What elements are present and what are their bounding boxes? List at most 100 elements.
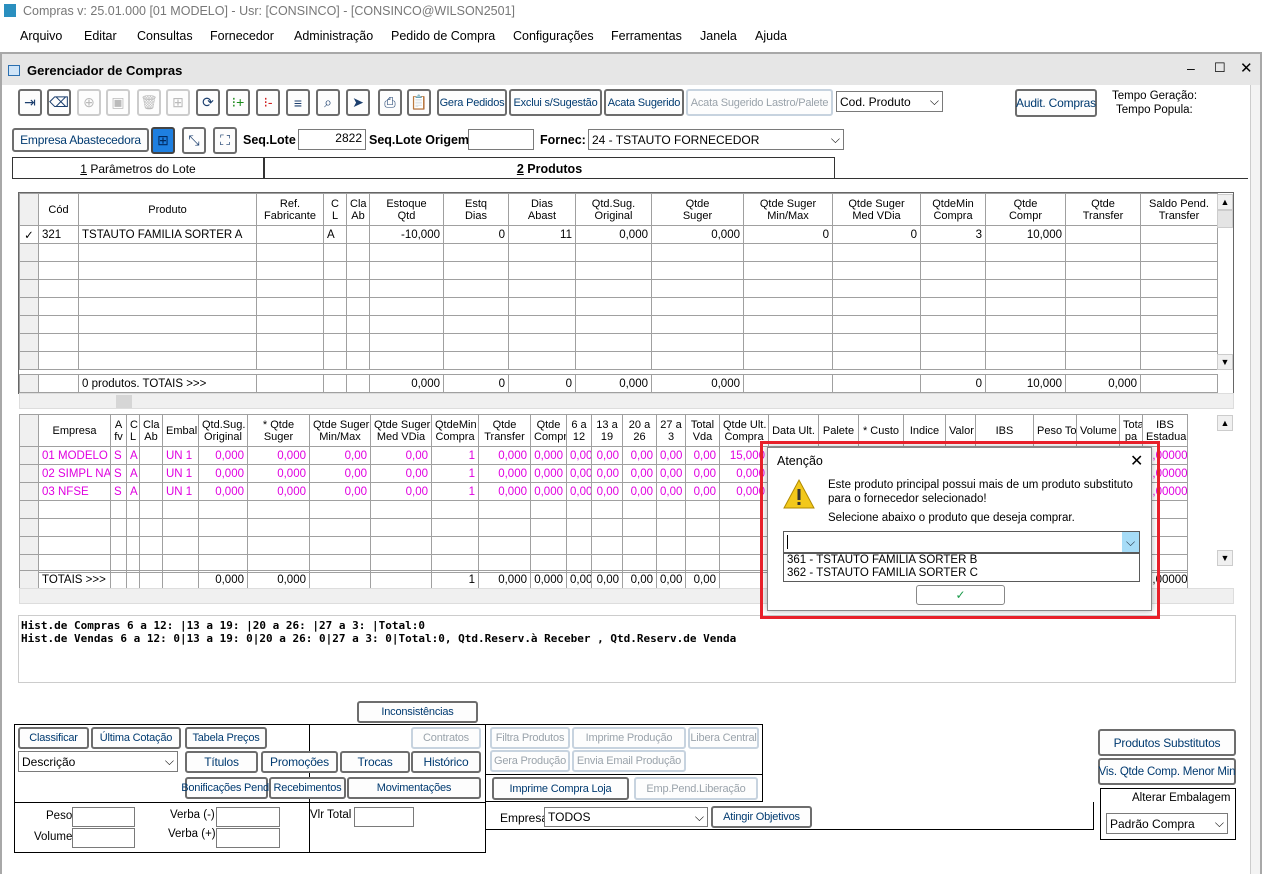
column-header[interactable]: * Qtde Suger bbox=[247, 414, 310, 447]
row-header[interactable] bbox=[19, 297, 39, 316]
row-header[interactable] bbox=[19, 518, 39, 537]
imprime-compra-loja-button[interactable]: Imprime Compra Loja bbox=[492, 777, 629, 800]
menu-item[interactable]: Administração bbox=[294, 29, 374, 43]
column-header[interactable]: Qtde Suger Med VDia bbox=[370, 414, 432, 447]
column-header[interactable]: C L bbox=[323, 193, 347, 226]
envia-email-producao-button[interactable]: Envia Email Produção bbox=[572, 750, 686, 772]
column-header[interactable]: Embal bbox=[162, 414, 199, 447]
descricao-select[interactable]: Descrição ⌵ bbox=[18, 751, 178, 772]
products-scroll-up[interactable]: ▲ bbox=[1217, 194, 1233, 210]
column-header[interactable]: 13 a 19 bbox=[591, 414, 623, 447]
verba-menos-input[interactable] bbox=[216, 807, 280, 827]
column-header[interactable]: Qtde Compr bbox=[985, 193, 1066, 226]
add-icon[interactable]: ⊕ bbox=[77, 89, 101, 116]
movimentacoes-button[interactable]: Movimentações bbox=[347, 777, 481, 799]
table-icon[interactable]: ⊞ bbox=[166, 89, 190, 116]
column-header[interactable]: Qtde Suger bbox=[651, 193, 744, 226]
table-row[interactable] bbox=[19, 333, 1218, 352]
column-header[interactable]: Qtde Suger Min/Max bbox=[743, 193, 833, 226]
save-icon[interactable]: ▣ bbox=[106, 89, 130, 116]
exclui-sugestao-button[interactable]: Exclui s/Sugestão bbox=[509, 89, 602, 116]
substitute-option[interactable]: 361 - TSTAUTO FAMILIA SORTER B bbox=[787, 554, 978, 566]
table-row[interactable]: ✓ 321 TSTAUTO FAMILIA SORTER A A -10,000 0 11 0… bbox=[19, 225, 1218, 244]
menu-item[interactable]: Editar bbox=[84, 29, 117, 43]
column-header[interactable]: A fv bbox=[110, 414, 127, 447]
order-select[interactable]: Cod. Produto ⌵ bbox=[836, 91, 943, 112]
acata-sugerido-button[interactable]: Acata Sugerido bbox=[604, 89, 684, 116]
empresa-abastecedora-button[interactable]: Empresa Abastecedora bbox=[12, 128, 149, 152]
column-header[interactable]: Qtd.Sug. Original bbox=[198, 414, 248, 447]
menu-item[interactable]: Ajuda bbox=[755, 29, 787, 43]
trocas-button[interactable]: Trocas bbox=[340, 751, 410, 773]
tabela-precos-button[interactable]: Tabela Preços bbox=[185, 727, 267, 749]
clipboard-icon[interactable]: 📋 bbox=[407, 89, 431, 116]
tab-produtos[interactable]: 2 Produtos bbox=[264, 157, 835, 179]
libera-central-button[interactable]: Libera Central bbox=[688, 727, 759, 749]
menu-item[interactable]: Pedido de Compra bbox=[391, 29, 496, 43]
column-header[interactable]: Produto bbox=[78, 193, 257, 226]
row-header[interactable] bbox=[19, 351, 39, 370]
volume-input[interactable] bbox=[72, 828, 135, 848]
row-header[interactable] bbox=[19, 315, 39, 334]
list-remove-icon[interactable]: ⁝- bbox=[256, 89, 280, 116]
acata-sugerido-lastro-button[interactable]: Acata Sugerido Lastro/Palete bbox=[686, 89, 833, 116]
filter-icon[interactable]: ≡ bbox=[286, 89, 310, 116]
send-icon[interactable]: ➤ bbox=[346, 89, 370, 116]
totals-row[interactable]: 0 produtos. TOTAIS >>> 0,000 0 0 0,000 0,000 0… bbox=[19, 374, 1218, 393]
column-header[interactable]: Qtd.Sug. Original bbox=[575, 193, 652, 226]
search-box-icon[interactable]: ⌕ bbox=[316, 89, 340, 116]
promocoes-button[interactable]: Promoções bbox=[261, 751, 338, 773]
row-header[interactable] bbox=[19, 500, 39, 519]
row-header[interactable] bbox=[19, 554, 39, 573]
embalagem-select[interactable]: Padrão Compra ⌵ bbox=[1106, 813, 1228, 834]
substitute-select[interactable]: ⌵ bbox=[783, 531, 1140, 553]
ok-button[interactable]: ✓ bbox=[916, 585, 1005, 605]
row-header[interactable]: ✓ bbox=[19, 225, 39, 244]
menu-item[interactable]: Configurações bbox=[513, 29, 594, 43]
column-header[interactable]: Estq Dias bbox=[443, 193, 509, 226]
grid-view-icon[interactable]: ⊞ bbox=[151, 127, 175, 154]
produtos-substitutos-button[interactable]: Produtos Substitutos bbox=[1098, 729, 1236, 756]
menu-item[interactable]: Janela bbox=[700, 29, 737, 43]
seq-lote-input[interactable]: 2822 bbox=[298, 129, 366, 150]
column-header[interactable]: Qtde Compr bbox=[530, 414, 567, 447]
collapse-icon[interactable]: ⤡ bbox=[182, 127, 206, 154]
column-header[interactable]: 6 a 12 bbox=[566, 414, 592, 447]
products-hscroll-thumb[interactable] bbox=[116, 395, 132, 408]
empresa-select[interactable]: TODOS ⌵ bbox=[544, 807, 708, 827]
menu-item[interactable]: Arquivo bbox=[20, 29, 63, 43]
column-header[interactable]: Dias Abast bbox=[508, 193, 576, 226]
row-header[interactable] bbox=[19, 570, 39, 589]
ultima-cotacao-button[interactable]: Última Cotação bbox=[91, 727, 181, 749]
recebimentos-button[interactable]: Recebimentos bbox=[269, 777, 346, 799]
menu-item[interactable]: Ferramentas bbox=[611, 29, 682, 43]
products-scroll-thumb[interactable] bbox=[1217, 210, 1233, 228]
table-row[interactable] bbox=[19, 261, 1218, 280]
row-header[interactable] bbox=[19, 446, 39, 465]
imprime-producao-button[interactable]: Imprime Produção bbox=[572, 727, 686, 749]
peso-input[interactable] bbox=[72, 807, 135, 827]
column-header[interactable]: Qtde Transfer bbox=[478, 414, 531, 447]
maximize-button[interactable]: ☐ bbox=[1214, 60, 1226, 75]
minimize-button[interactable]: – bbox=[1187, 60, 1195, 76]
row-header[interactable] bbox=[19, 464, 39, 483]
column-header[interactable]: Total Vda bbox=[685, 414, 720, 447]
exit-icon[interactable]: ⇥ bbox=[18, 89, 42, 116]
table-row[interactable] bbox=[19, 351, 1218, 370]
column-header[interactable]: C L bbox=[126, 414, 140, 447]
inconsistencias-button[interactable]: Inconsistências bbox=[357, 701, 478, 723]
menu-item[interactable]: Fornecedor bbox=[210, 29, 274, 43]
titulos-button[interactable]: Títulos bbox=[185, 751, 258, 773]
products-hscroll[interactable] bbox=[19, 393, 1234, 409]
column-header[interactable]: 20 a 26 bbox=[622, 414, 657, 447]
row-header[interactable] bbox=[19, 243, 39, 262]
historico-button[interactable]: Histórico bbox=[411, 751, 481, 773]
close-window-button[interactable]: ✕ bbox=[1240, 60, 1253, 77]
column-header[interactable]: Empresa bbox=[38, 414, 111, 447]
contratos-button[interactable]: Contratos bbox=[411, 727, 481, 749]
dialog-close-button[interactable]: ✕ bbox=[1130, 453, 1144, 470]
classificar-button[interactable]: Classificar bbox=[18, 727, 89, 749]
chevron-down-icon[interactable]: ⌵ bbox=[1122, 532, 1139, 552]
list-add-icon[interactable]: ⁝+ bbox=[226, 89, 250, 116]
company-scroll-up[interactable]: ▲ bbox=[1217, 415, 1233, 431]
